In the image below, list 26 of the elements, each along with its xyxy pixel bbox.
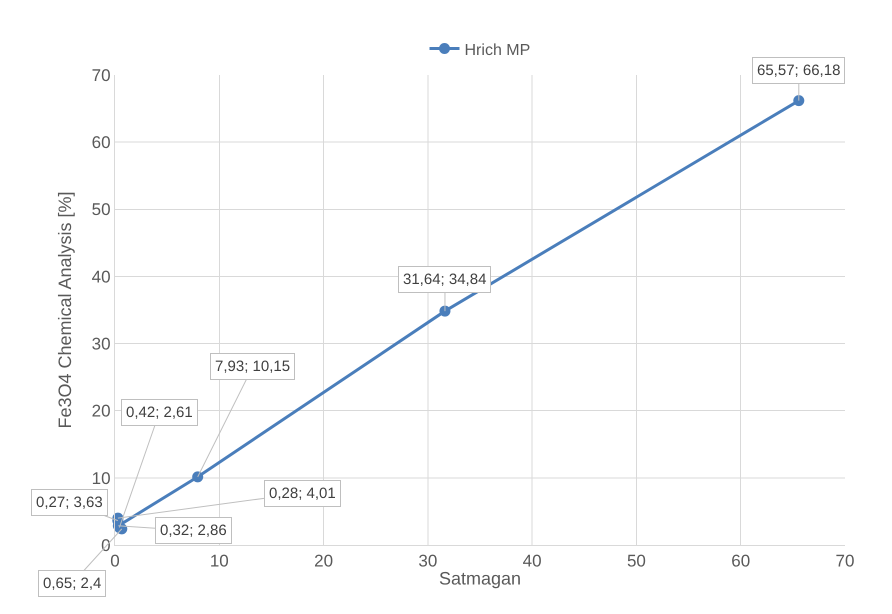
y-tick-label: 20 — [92, 402, 111, 421]
y-tick-label: 0 — [101, 536, 111, 555]
data-label: 0,32; 2,86 — [160, 522, 227, 539]
x-tick-label: 30 — [418, 551, 438, 570]
y-tick-label: 70 — [92, 66, 111, 85]
x-tick-label: 70 — [836, 551, 854, 570]
x-tick-label: 20 — [314, 551, 334, 570]
x-tick-label: 40 — [522, 551, 542, 570]
y-tick-label: 60 — [92, 133, 111, 152]
data-label: 0,27; 3,63 — [36, 494, 103, 511]
data-label: 0,28; 4,01 — [269, 485, 336, 502]
y-tick-label: 30 — [92, 334, 111, 354]
y-axis-title: Fe3O4 Chemical Analysis [%] — [54, 191, 75, 429]
data-label: 31,64; 34,84 — [403, 271, 486, 288]
y-tick-label: 10 — [92, 468, 111, 488]
x-tick-label: 50 — [626, 551, 646, 570]
legend-label: Hrich MP — [464, 42, 530, 59]
y-tick-label: 50 — [92, 200, 111, 220]
data-label: 0,42; 2,61 — [126, 404, 193, 421]
data-label: 7,93; 10,15 — [215, 358, 290, 375]
y-tick-label: 40 — [92, 267, 111, 286]
x-axis-title: Satmagan — [438, 568, 522, 588]
data-label: 0,65; 2,4 — [43, 575, 102, 592]
data-label: 65,57; 66,18 — [757, 62, 840, 79]
x-tick-label: 60 — [731, 551, 750, 570]
x-tick-label: 10 — [210, 551, 229, 570]
